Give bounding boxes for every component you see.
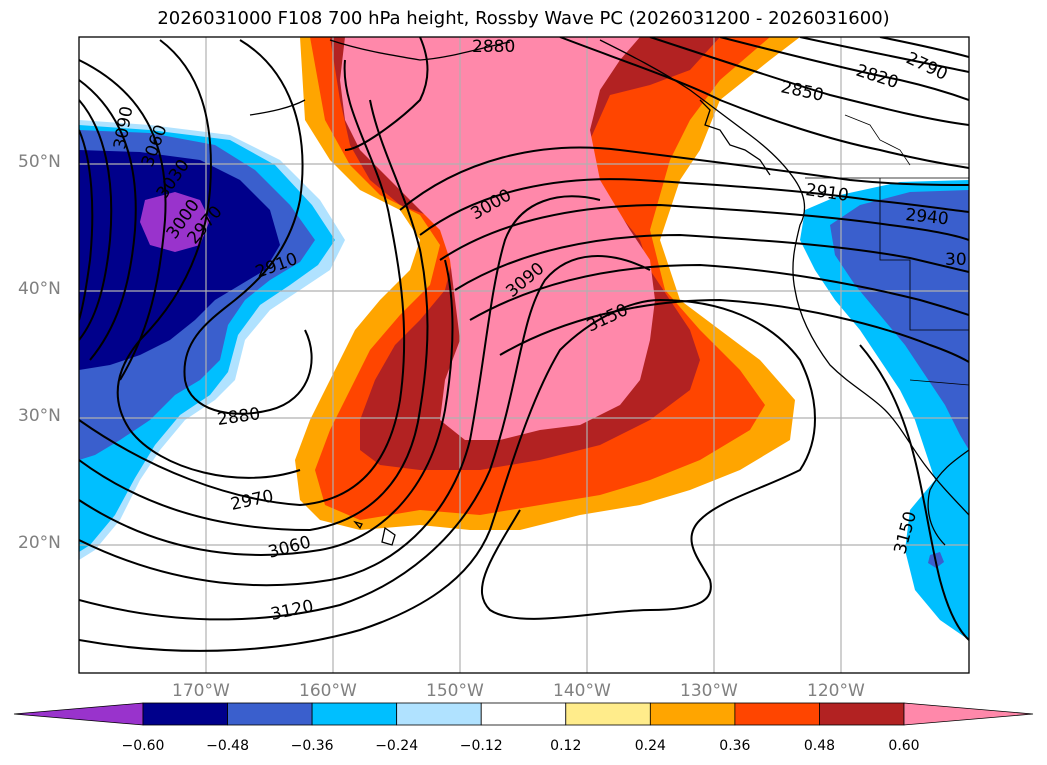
colorbar-tick-label: −0.12 <box>459 738 503 754</box>
longitude-label: 160°W <box>299 681 357 701</box>
contour-label: 30 <box>945 250 967 270</box>
colorbar-segment <box>819 702 905 726</box>
contour-label: 2940 <box>904 205 949 229</box>
height-contours <box>79 37 969 652</box>
positive-anomaly-pink <box>340 37 655 440</box>
colorbar-tick-label: −0.60 <box>121 738 165 754</box>
latitude-label: 30°N <box>18 406 61 426</box>
colorbar-segment <box>480 702 567 726</box>
colorbar-tick-label: 0.36 <box>719 738 751 754</box>
colorbar-segment <box>142 702 228 726</box>
colorbar-tick-label: 0.60 <box>888 738 920 754</box>
colorbar <box>13 702 1034 726</box>
colorbar-segment <box>396 702 482 726</box>
colorbar-segment <box>311 702 398 726</box>
political-borders <box>805 114 969 386</box>
colorbar-tick-label: 0.12 <box>550 738 582 754</box>
map-title: 2026031000 F108 700 hPa height, Rossby W… <box>157 8 890 29</box>
longitude-label: 150°W <box>426 681 484 701</box>
longitude-label: 140°W <box>553 681 611 701</box>
latitude-label: 20°N <box>18 533 61 553</box>
contour-label: 2880 <box>472 37 515 57</box>
colorbar-extend-high <box>903 702 1034 726</box>
colorbar-tick-label: −0.48 <box>206 738 249 754</box>
longitude-label: 130°W <box>680 681 738 701</box>
negative-anomaly-east-royal-blue <box>830 190 969 450</box>
latitude-label: 50°N <box>18 152 61 172</box>
negative-anomaly-navy <box>79 150 280 370</box>
colorbar-tick-label: 0.48 <box>803 738 836 754</box>
graticule <box>79 37 969 673</box>
latitude-label: 40°N <box>18 279 61 299</box>
colorbar-segment <box>565 702 651 726</box>
colorbar-segment <box>227 702 313 726</box>
colorbar-tick-label: −0.24 <box>375 738 419 754</box>
coastlines <box>249 39 969 546</box>
longitude-label: 120°W <box>807 681 865 701</box>
colorbar-segment <box>649 702 736 726</box>
longitude-label: 170°W <box>172 681 230 701</box>
colorbar-segment <box>734 702 820 726</box>
colorbar-tick-label: −0.36 <box>290 738 334 754</box>
colorbar-extend-low <box>13 702 144 726</box>
negative-anomaly-purple <box>140 192 210 252</box>
colorbar-tick-label: 0.24 <box>634 738 666 754</box>
